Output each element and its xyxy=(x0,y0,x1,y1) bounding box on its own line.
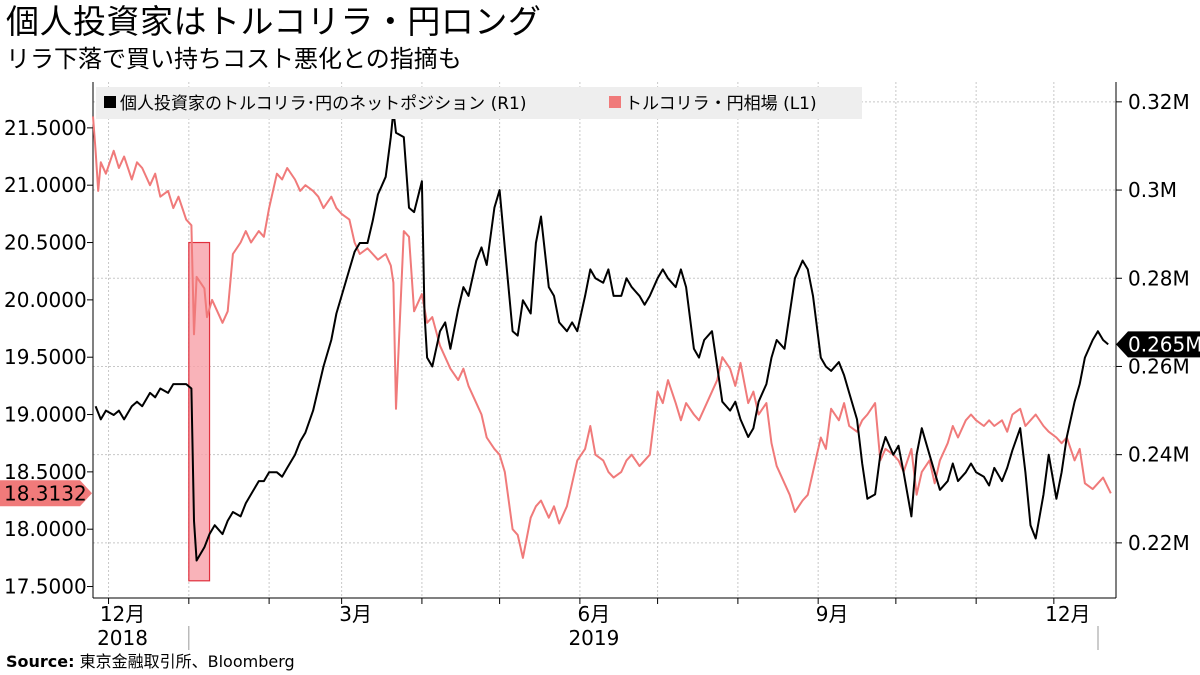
x-year-label: 2019 xyxy=(568,626,619,650)
source-label: Source: xyxy=(6,652,75,671)
legend-swatch-rate xyxy=(609,96,621,108)
right-tick-label: 0.3M xyxy=(1128,178,1177,202)
right-tick-label: 0.26M xyxy=(1128,354,1190,378)
x-month-label: 12月 xyxy=(100,602,145,626)
x-month-label: 6月 xyxy=(578,602,611,626)
left-tick-label: 21.5000 xyxy=(4,116,87,140)
legend-label-position: 個人投資家のトルコリラ･円のネットポジション (R1) xyxy=(120,94,526,114)
right-last-value-badge xyxy=(1116,331,1200,358)
x-month-label: 12月 xyxy=(1045,602,1090,626)
series-line-rate xyxy=(92,116,1112,559)
left-last-value-label: 18.3132 xyxy=(4,481,87,505)
legend-label-rate: トルコリラ・円相場 (L1) xyxy=(625,94,817,114)
x-year-label: 2018 xyxy=(97,626,148,650)
series-layer xyxy=(92,109,1112,562)
axes xyxy=(87,82,1122,650)
chart-title: 個人投資家はトルコリラ・円ロング xyxy=(6,2,542,41)
left-tick-label: 20.5000 xyxy=(4,231,87,255)
left-tick-label: 18.5000 xyxy=(4,460,87,484)
series-line-position xyxy=(94,109,1109,562)
right-last-value-label: 0.265M xyxy=(1128,332,1200,356)
source-text: 東京金融取引所、Bloomberg xyxy=(74,652,295,671)
chart-subtitle: リラ下落で買い持ちコスト悪化との指摘も xyxy=(6,45,462,73)
right-tick-label: 0.32M xyxy=(1128,90,1190,114)
left-tick-label: 20.0000 xyxy=(4,288,87,312)
left-last-value-badge xyxy=(0,480,92,507)
source-note: Source: 東京金融取引所、Bloomberg xyxy=(6,652,295,672)
right-tick-label: 0.22M xyxy=(1128,531,1190,555)
x-month-label: 3月 xyxy=(339,602,372,626)
left-tick-label: 19.0000 xyxy=(4,403,87,427)
legend-swatch-position xyxy=(104,96,116,108)
left-tick-label: 18.0000 xyxy=(4,517,87,541)
right-tick-label: 0.28M xyxy=(1128,266,1190,290)
gridlines xyxy=(93,82,1116,598)
right-tick-label: 0.24M xyxy=(1128,443,1190,467)
left-tick-label: 17.5000 xyxy=(4,575,87,599)
axis-labels: 17.5000 18.0000 18.5000 19.0000 19.5000 20.00… xyxy=(0,90,1200,650)
legend-background xyxy=(96,87,862,119)
left-tick-label: 19.5000 xyxy=(4,345,87,369)
legend: 個人投資家のトルコリラ･円のネットポジション (R1) トルコリラ・円相場 (L1… xyxy=(96,87,862,119)
left-tick-label: 21.0000 xyxy=(4,173,87,197)
x-month-label: 9月 xyxy=(816,602,849,626)
